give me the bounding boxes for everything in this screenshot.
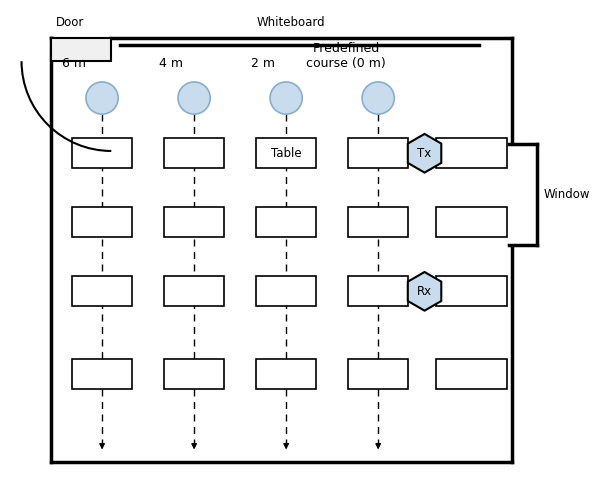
Bar <box>256 208 316 237</box>
Text: Whiteboard: Whiteboard <box>256 16 325 29</box>
Bar <box>72 139 132 168</box>
Bar <box>72 208 132 237</box>
Bar <box>164 208 224 237</box>
Bar <box>54 31 109 45</box>
Text: 4 m: 4 m <box>159 57 183 70</box>
Text: Door: Door <box>56 16 84 29</box>
Bar <box>164 139 224 168</box>
Bar <box>52 38 111 61</box>
Text: 6 m: 6 m <box>62 57 86 70</box>
Bar <box>164 277 224 306</box>
Text: 2 m: 2 m <box>251 57 275 70</box>
Text: Tx: Tx <box>418 147 431 160</box>
Circle shape <box>178 82 210 114</box>
Text: Rx: Rx <box>417 285 432 298</box>
Polygon shape <box>408 272 441 311</box>
Circle shape <box>362 82 394 114</box>
Bar <box>436 359 507 389</box>
Bar <box>436 277 507 306</box>
Text: Predefined
course (0 m): Predefined course (0 m) <box>306 42 386 70</box>
Bar <box>348 277 408 306</box>
Bar <box>164 359 224 389</box>
Bar <box>256 277 316 306</box>
Polygon shape <box>408 134 441 173</box>
Bar <box>436 208 507 237</box>
Bar <box>72 359 132 389</box>
Circle shape <box>270 82 302 114</box>
Bar <box>348 208 408 237</box>
Text: Table: Table <box>271 147 301 160</box>
Bar <box>506 144 518 245</box>
Bar <box>256 139 316 168</box>
Bar <box>256 359 316 389</box>
Text: Window: Window <box>544 188 590 201</box>
Bar <box>348 139 408 168</box>
Bar <box>436 139 507 168</box>
Bar <box>348 359 408 389</box>
Circle shape <box>86 82 118 114</box>
Bar <box>72 277 132 306</box>
